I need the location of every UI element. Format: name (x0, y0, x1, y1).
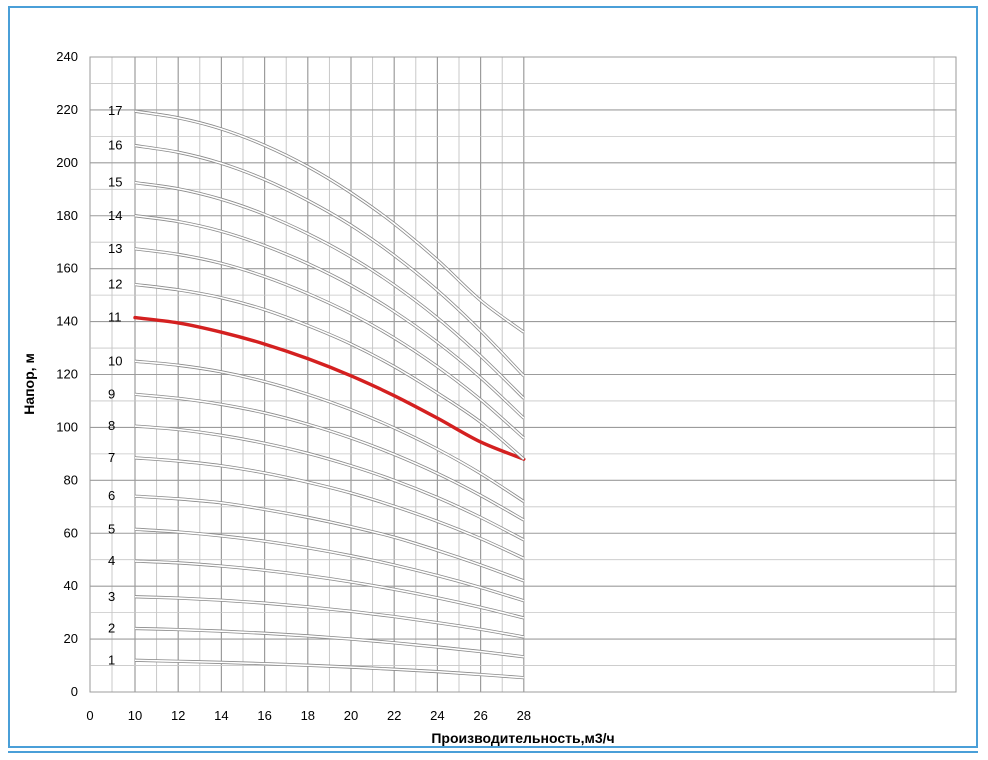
curve-16 (134, 144, 525, 377)
curve-14 (134, 214, 525, 419)
curve-17 (134, 110, 525, 333)
y-tick-label: 0 (71, 684, 78, 699)
x-tick-label: 20 (344, 708, 358, 723)
y-tick-label: 120 (56, 367, 78, 382)
curve-label-16: 16 (108, 138, 122, 153)
curve-label-9: 9 (108, 386, 115, 401)
curve-3 (134, 595, 524, 638)
x-tick-label: 12 (171, 708, 185, 723)
curve-label-5: 5 (108, 521, 115, 536)
curve-label-17: 17 (108, 103, 122, 118)
x-tick-label: 28 (517, 708, 531, 723)
y-tick-label: 40 (64, 578, 78, 593)
y-tick-label: 80 (64, 472, 78, 487)
curve-5 (134, 528, 525, 602)
curve-label-11: 11 (108, 310, 122, 325)
curve-label-7: 7 (108, 450, 115, 465)
y-tick-label: 180 (56, 208, 78, 223)
curve-label-12: 12 (108, 277, 122, 292)
curve-label-14: 14 (108, 208, 122, 223)
y-axis-title: Напор, м (21, 353, 37, 415)
x-tick-label: 14 (214, 708, 228, 723)
y-tick-label: 160 (56, 261, 78, 276)
curve-7 (134, 457, 525, 560)
x-tick-label: 10 (128, 708, 142, 723)
performance-curves (133, 109, 526, 680)
x-tick-label: 16 (257, 708, 271, 723)
y-tick-label: 20 (64, 631, 78, 646)
curve-label-3: 3 (108, 589, 115, 604)
curve-8 (134, 425, 525, 541)
curve-4 (134, 560, 524, 619)
curve-label-8: 8 (108, 418, 115, 433)
curve-10 (134, 360, 525, 503)
curve-6 (134, 495, 525, 582)
frame-bottom-border (8, 751, 978, 753)
y-tick-label: 200 (56, 155, 78, 170)
horizontal-gridlines (90, 56, 956, 693)
curve-2 (134, 627, 524, 658)
y-tick-label: 140 (56, 314, 78, 329)
x-tick-label: 18 (301, 708, 315, 723)
y-tick-label: 60 (64, 525, 78, 540)
curve-11-highlighted (133, 315, 526, 461)
y-tick-label: 220 (56, 102, 78, 117)
x-tick-label: 26 (473, 708, 487, 723)
x-tick-label: 24 (430, 708, 444, 723)
x-axis-ticks: 10 12 14 16 18 20 22 24 26 28 (128, 708, 531, 723)
curve-15 (134, 181, 525, 399)
curve-label-13: 13 (108, 241, 122, 256)
curve-13 (134, 248, 525, 439)
curve-12 (134, 283, 525, 460)
y-axis-ticks: 0 20 40 60 80 100 120 140 160 180 200 220 240 (56, 49, 78, 699)
x-tick-label: 22 (387, 708, 401, 723)
curve-label-4: 4 (108, 553, 115, 568)
y-tick-label: 100 (56, 419, 78, 434)
y-tick-label: 240 (56, 49, 78, 64)
x-origin-label: 0 (86, 708, 93, 723)
curve-label-1: 1 (108, 652, 115, 667)
curve-9 (134, 393, 525, 521)
curve-1 (134, 659, 524, 679)
curve-label-15: 15 (108, 175, 122, 190)
curve-label-2: 2 (108, 621, 115, 636)
curve-label-6: 6 (108, 488, 115, 503)
curve-label-10: 10 (108, 353, 122, 368)
chart-frame (8, 6, 978, 748)
x-axis-title: Производительность,м3/ч (431, 730, 614, 746)
